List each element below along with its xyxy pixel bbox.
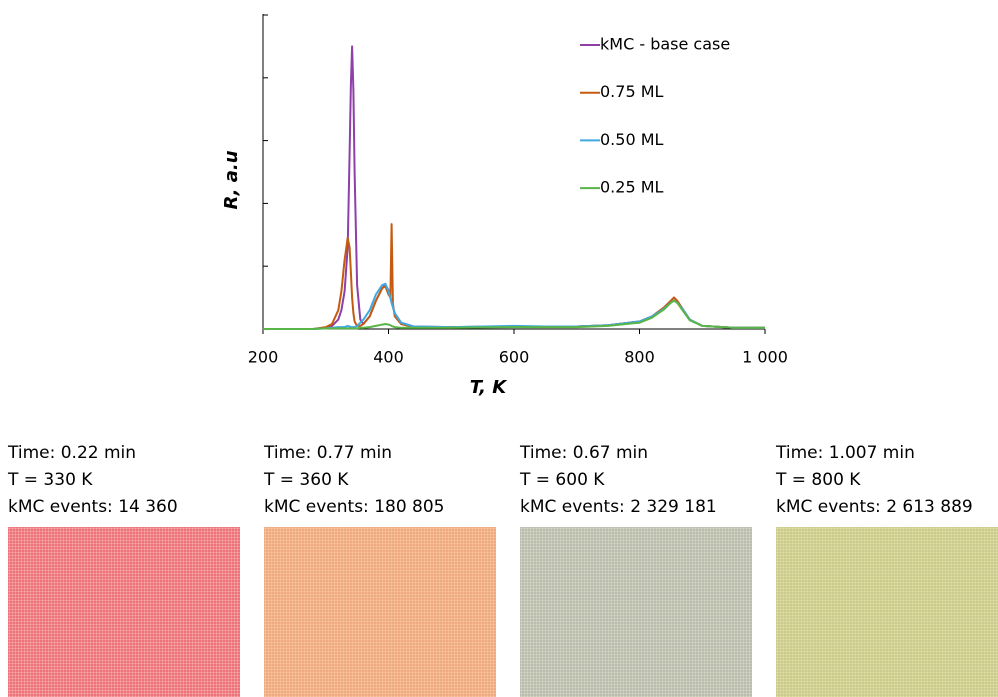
lattice-image bbox=[8, 527, 240, 697]
series-line bbox=[263, 45, 765, 330]
panel-time: Time: 0.67 min bbox=[520, 443, 649, 463]
lattice-image bbox=[264, 527, 496, 697]
panel-temperature: T = 330 K bbox=[8, 470, 93, 490]
legend-label: 0.50 ML bbox=[600, 130, 664, 149]
panel-temperature: T = 800 K bbox=[776, 470, 861, 490]
panel-events: kMC events: 2 613 889 bbox=[776, 497, 973, 517]
legend-label: kMC - base case bbox=[600, 35, 730, 54]
lattice-image bbox=[776, 527, 998, 697]
x-tick-label: 200 bbox=[248, 348, 279, 367]
panel-temperature: T = 360 K bbox=[264, 470, 349, 490]
legend-label: 0.25 ML bbox=[600, 178, 664, 197]
panel: Time: 1.007 min T = 800 K kMC events: 2 … bbox=[776, 440, 998, 697]
chart: T, K R, a.u 200 400 600 800 1 000 kMC - base … bbox=[221, 14, 788, 398]
legend-label: 0.75 ML bbox=[600, 82, 664, 101]
x-tick-label: 600 bbox=[499, 348, 530, 367]
panel: Time: 0.67 min T = 600 K kMC events: 2 3… bbox=[520, 440, 754, 697]
panel-events: kMC events: 14 360 bbox=[8, 497, 178, 517]
series-line bbox=[263, 299, 765, 330]
x-tick-label: 800 bbox=[624, 348, 655, 367]
panel-events: kMC events: 180 805 bbox=[264, 497, 445, 517]
panel: Time: 0.77 min T = 360 K kMC events: 180… bbox=[264, 440, 498, 697]
panel-time: Time: 0.77 min bbox=[264, 443, 393, 463]
panel-temperature: T = 600 K bbox=[520, 470, 605, 490]
x-tick-label: 400 bbox=[373, 348, 404, 367]
panel-time: Time: 0.22 min bbox=[8, 443, 137, 463]
y-axis-label: R, a.u bbox=[221, 150, 242, 209]
panel-events: kMC events: 2 329 181 bbox=[520, 497, 717, 517]
panel: Time: 0.22 min T = 330 K kMC events: 14 … bbox=[8, 440, 242, 697]
panel-time: Time: 1.007 min bbox=[776, 443, 915, 463]
x-tick-label: 1 000 bbox=[742, 348, 788, 367]
lattice-image bbox=[520, 527, 752, 697]
x-axis-label: T, K bbox=[470, 377, 508, 398]
series-line bbox=[263, 223, 765, 330]
